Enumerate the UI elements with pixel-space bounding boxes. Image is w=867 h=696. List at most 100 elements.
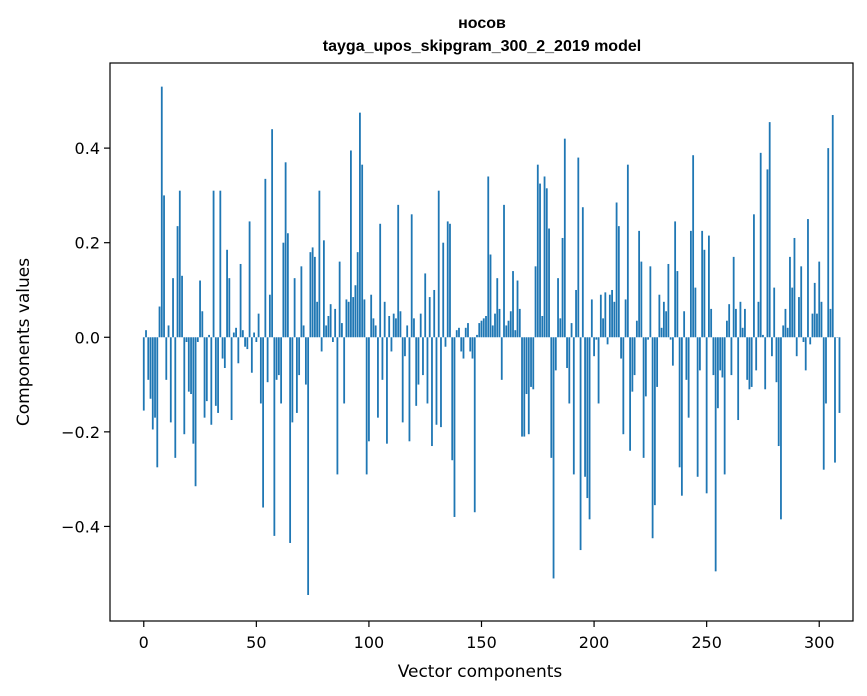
bar-103	[374, 325, 377, 338]
bar-301	[820, 301, 823, 338]
bar-121	[415, 337, 418, 406]
bar-2	[147, 337, 150, 380]
bar-95	[356, 252, 359, 338]
bar-186	[561, 237, 564, 338]
bar-232	[665, 311, 668, 338]
bar-284	[782, 325, 785, 338]
bar-247	[699, 337, 701, 371]
bar-256	[719, 337, 722, 371]
bar-177	[541, 315, 544, 338]
bar-299	[816, 313, 818, 338]
bar-68	[295, 337, 298, 413]
bar-283	[780, 337, 782, 520]
bar-191	[572, 337, 575, 475]
bar-142	[462, 337, 465, 359]
bar-187	[563, 138, 566, 338]
bar-0	[142, 337, 145, 411]
bar-112	[395, 318, 397, 338]
bar-260	[728, 304, 731, 338]
bar-77	[316, 301, 319, 338]
bar-60	[277, 337, 280, 376]
bar-194	[579, 337, 582, 551]
bar-93	[352, 297, 355, 338]
bar-233	[667, 263, 670, 338]
y-tick-label: 0.2	[75, 234, 100, 253]
bar-213	[622, 337, 625, 435]
bar-147	[473, 337, 476, 513]
bar-22	[192, 337, 195, 444]
bar-50	[255, 337, 258, 342]
bar-302	[822, 337, 825, 470]
bar-101	[370, 294, 373, 338]
bar-10	[165, 337, 168, 380]
bar-286	[786, 327, 789, 338]
bar-161	[505, 325, 508, 338]
bar-15	[176, 226, 179, 338]
bar-156	[494, 313, 496, 338]
bar-111	[392, 313, 395, 338]
bar-182	[552, 337, 555, 579]
bar-238	[678, 337, 681, 468]
x-axis-ticks: 0 50 100 150 200 250 300	[139, 621, 835, 652]
bar-243	[689, 230, 692, 338]
bar-38	[228, 278, 231, 338]
bar-254	[714, 337, 717, 572]
bar-210	[615, 202, 618, 338]
bar-87	[338, 261, 341, 338]
bar-52	[259, 337, 262, 404]
bar-65	[289, 337, 292, 543]
x-tick-label: 250	[691, 633, 722, 652]
bar-19	[185, 337, 188, 342]
bar-4	[151, 337, 154, 430]
bar-183	[554, 337, 557, 371]
bar-150	[480, 320, 483, 338]
bar-246	[696, 337, 699, 477]
bar-298	[813, 282, 816, 338]
bar-126	[426, 337, 429, 404]
bar-12	[169, 337, 172, 423]
bar-58	[273, 337, 276, 536]
bar-231	[662, 301, 665, 338]
bar-series	[142, 86, 841, 595]
bar-116	[404, 337, 406, 357]
bar-28	[205, 337, 208, 402]
bar-123	[419, 313, 422, 338]
bar-35	[221, 337, 224, 359]
bar-29	[208, 334, 210, 338]
bar-59	[275, 337, 278, 380]
y-tick-label: −0.2	[61, 423, 100, 442]
bar-206	[606, 337, 609, 345]
bar-289	[793, 237, 796, 338]
bar-185	[559, 318, 562, 338]
bar-67	[293, 278, 296, 338]
bar-306	[831, 115, 834, 338]
bar-179	[545, 188, 548, 338]
bar-36	[223, 337, 226, 369]
bar-41	[235, 327, 237, 338]
bar-236	[674, 221, 677, 338]
bar-166	[516, 280, 519, 338]
bar-169	[523, 337, 526, 437]
bar-135	[446, 221, 449, 338]
bar-237	[676, 271, 679, 338]
bar-119	[410, 214, 413, 338]
bar-249	[703, 249, 706, 338]
bar-125	[424, 273, 427, 338]
bar-145	[469, 337, 472, 352]
bar-96	[359, 112, 361, 338]
x-tick-label: 50	[246, 633, 266, 652]
bar-280	[773, 287, 776, 338]
bar-128	[431, 337, 433, 447]
bar-13	[172, 278, 174, 338]
bar-234	[669, 337, 672, 340]
bar-181	[550, 337, 553, 458]
chart-title-word: носов	[458, 15, 506, 32]
bar-264	[737, 337, 740, 421]
bar-30	[210, 337, 213, 425]
bar-197	[586, 337, 589, 499]
bar-140	[458, 327, 460, 338]
bar-215	[626, 164, 629, 338]
bar-134	[444, 337, 447, 347]
bar-230	[660, 327, 663, 338]
bar-222	[642, 337, 645, 458]
